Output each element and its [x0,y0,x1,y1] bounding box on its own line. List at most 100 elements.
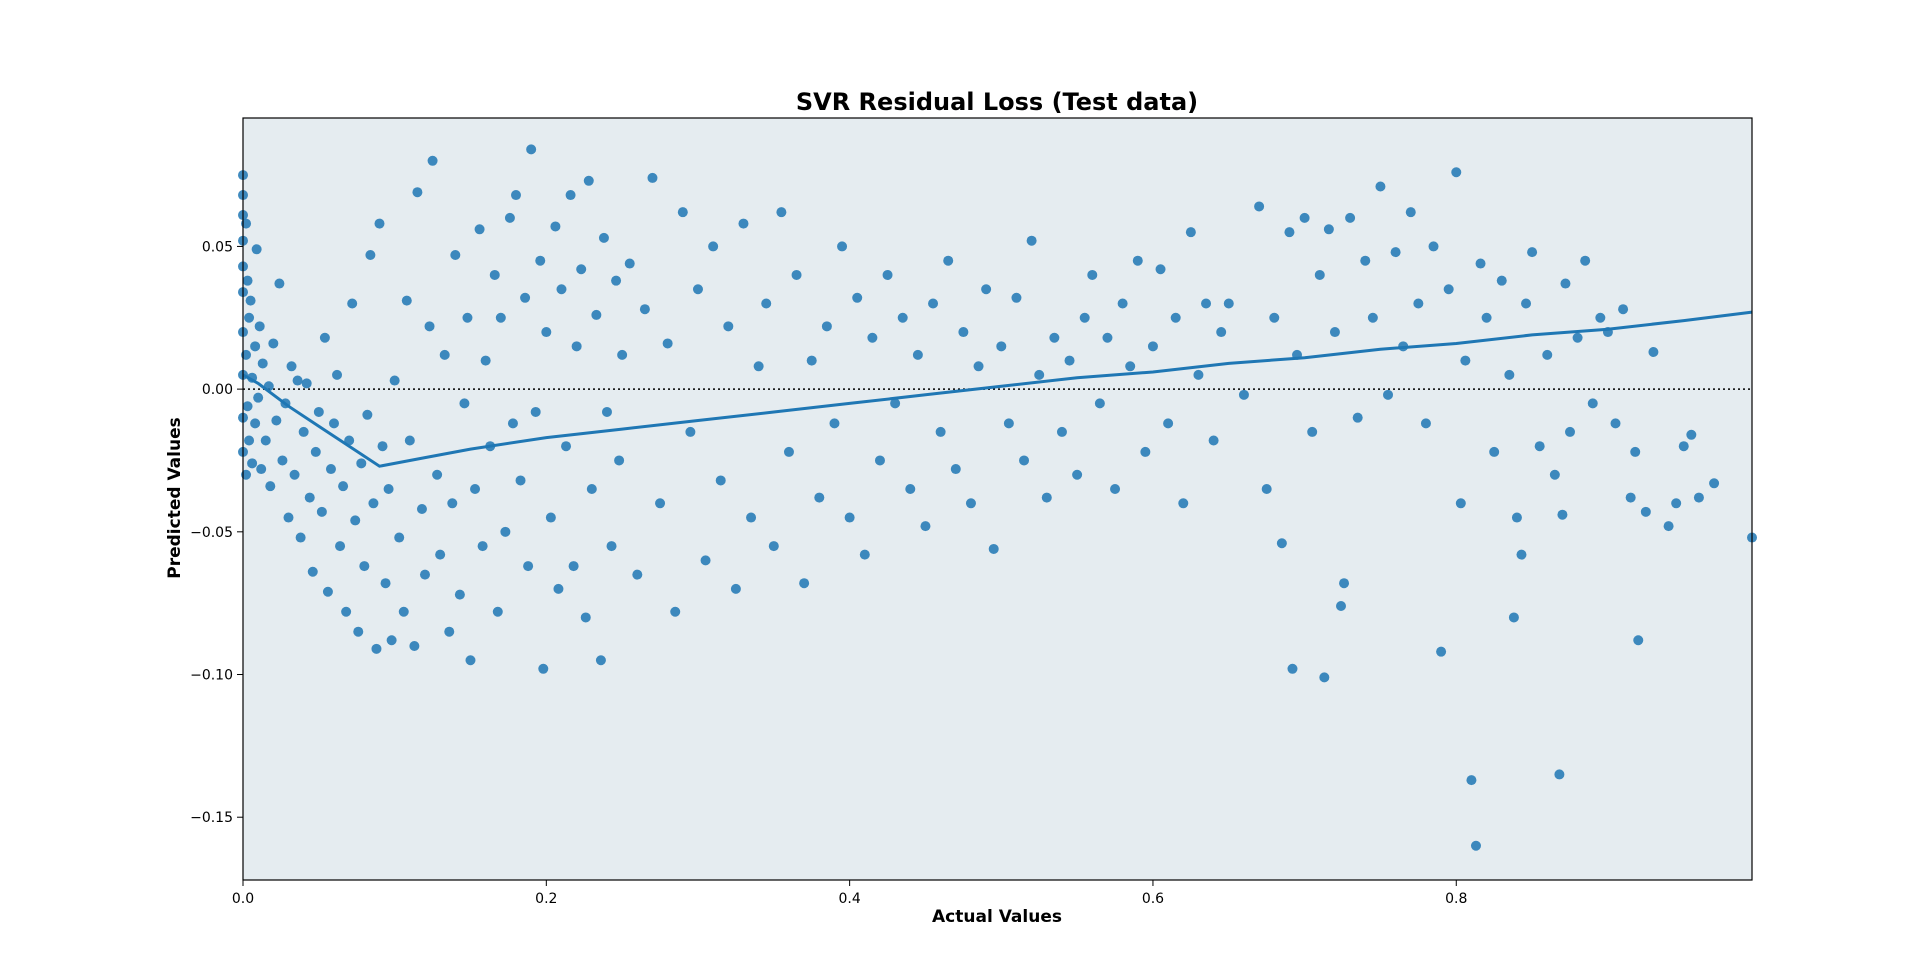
scatter-point [799,578,810,589]
scatter-point [571,341,582,352]
scatter-point [398,606,409,617]
chart-title: SVR Residual Loss (Test data) [796,88,1198,116]
trend-line [242,310,1753,468]
scatter-point [465,655,476,666]
axes-frame [242,117,1753,881]
scatter-point [1595,312,1606,323]
scatter-point [1223,298,1234,309]
scatter-point [753,361,764,372]
scatter-point [298,426,309,437]
scatter-point [1460,355,1471,366]
scatter-point [1064,355,1075,366]
scatter-point [553,583,564,594]
scatter-point [1534,441,1545,452]
y-tick-label: 0.05 [202,239,233,255]
scatter-point [474,224,485,235]
scatter-point [1339,578,1350,589]
scatter-point [632,569,643,580]
scatter-point [723,321,734,332]
scatter-point [492,606,503,617]
scatter-point [1618,304,1629,315]
scatter-point [386,635,397,646]
scatter-point [700,555,711,566]
scatter-point [1678,441,1689,452]
scatter-point [1238,389,1249,400]
scatter-point [316,506,327,517]
scatter-point [867,332,878,343]
scatter-point [1587,398,1598,409]
scatter-point [1336,601,1347,612]
scatter-point [1185,227,1196,238]
y-tick-label: −0.10 [190,668,233,684]
scatter-point [1034,369,1045,380]
scatter-point [510,190,521,201]
scatter-point [313,406,324,417]
scatter-point [561,441,572,452]
scatter-point [1527,247,1538,258]
scatter-point [1072,469,1083,480]
scatter-point [1549,469,1560,480]
scatter-point [322,586,333,597]
scatter-point [335,541,346,552]
scatter-point [1269,312,1280,323]
scatter-point [1383,389,1394,400]
scatter-point [515,475,526,486]
scatter-point [1323,224,1334,235]
scatter-point [377,441,388,452]
scatter-point [319,332,330,343]
scatter-point [647,172,658,183]
scatter-point [535,255,546,266]
scatter-point [738,218,749,229]
scatter-point [1254,201,1265,212]
scatter-point [1489,446,1500,457]
scatter-point [905,484,916,495]
scatter-point [897,312,908,323]
scatter-point [412,187,423,198]
plot-background [243,118,1752,880]
x-tick-label: 0.2 [535,891,557,907]
scatter-point [1475,258,1486,269]
scatter-point [283,512,294,523]
scatter-point [277,455,288,466]
scatter-point [973,361,984,372]
scatter-point [432,469,443,480]
scatter-point [890,398,901,409]
scatter-point [251,244,262,255]
scatter-point [347,298,358,309]
scatter-point [655,498,666,509]
scatter-point [662,338,673,349]
scatter-point [286,361,297,372]
scatter-point [639,304,650,315]
scatter-point [489,269,500,280]
scatter-point [530,406,541,417]
scatter-point [439,349,450,360]
scatter-point [310,446,321,457]
scatter-point [943,255,954,266]
scatter-point [371,643,382,654]
scatter-point [1216,327,1227,338]
scatter-point [404,435,415,446]
scatter-point [380,578,391,589]
scatter-point [874,455,885,466]
scatter-point [1079,312,1090,323]
scatter-point [601,406,612,417]
scatter-point [350,515,361,526]
scatter-point [328,418,339,429]
scatter-point [495,312,506,323]
scatter-point [1284,227,1295,238]
scatter-point [1443,284,1454,295]
scatter-point [928,298,939,309]
scatter-point [242,275,253,286]
scatter-point [520,292,531,303]
scatter-point [1511,512,1522,523]
scatter-point [1481,312,1492,323]
scatter-point [1630,446,1641,457]
scatter-point [1163,418,1174,429]
scatter-point [1572,332,1583,343]
scatter-point [783,446,794,457]
scatter-point [814,492,825,503]
plot-area [243,118,1752,880]
scatter-point [1610,418,1621,429]
scatter-point [480,355,491,366]
